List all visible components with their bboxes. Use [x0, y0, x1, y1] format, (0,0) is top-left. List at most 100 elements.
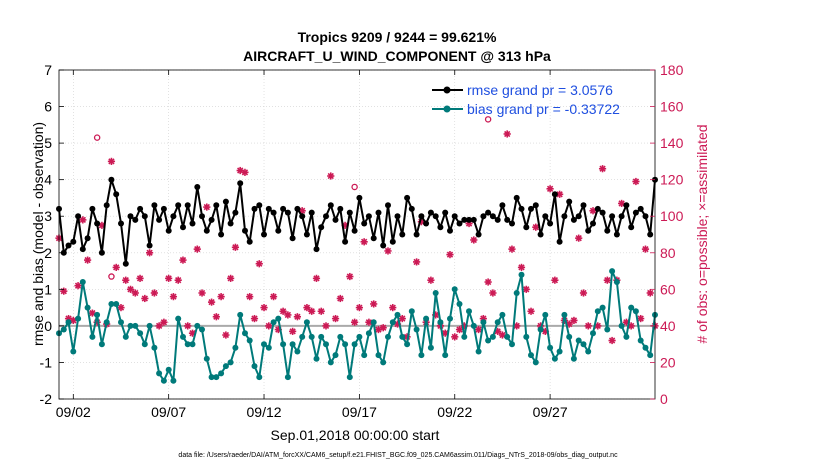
bias-point-86 — [466, 308, 472, 315]
obs-assimilated-point-59 — [336, 294, 344, 303]
bias-point-15 — [127, 322, 134, 329]
obs-assimilated-point-44 — [265, 322, 273, 330]
obs-assimilated-point-70 — [389, 304, 397, 312]
obs-assimilated-point-39-stroke-3 — [241, 169, 249, 176]
bias-point-43 — [261, 341, 267, 348]
rmse-point-44 — [265, 205, 272, 212]
rmse-point-12 — [113, 191, 120, 198]
obs-assimilated-point-113-stroke-3 — [594, 322, 601, 330]
bias-point-108 — [570, 355, 577, 362]
bias-point-119 — [623, 333, 630, 340]
obs-assimilated-point-54 — [312, 274, 321, 282]
rmse-point-64 — [361, 220, 368, 227]
obs-assimilated-point-70-stroke-3 — [389, 304, 396, 311]
obs-assimilated-point-123 — [641, 245, 650, 253]
rmse-point-61 — [346, 209, 353, 216]
bias-point-33 — [213, 374, 220, 381]
rmse-point-72 — [399, 231, 406, 238]
bias-point-22 — [160, 377, 167, 384]
rmse-point-6 — [84, 235, 91, 242]
obs-assimilated-point-58 — [331, 314, 340, 323]
bias-point-3 — [70, 348, 77, 355]
obs-assimilated-point-124 — [646, 289, 654, 297]
rmse-point-43 — [261, 231, 267, 238]
bias-point-27 — [184, 341, 191, 348]
rmse-point-30 — [199, 213, 205, 220]
bias-point-66 — [370, 319, 377, 326]
rmse-point-2 — [65, 242, 72, 249]
obs-assimilated-point-65-stroke-3 — [365, 319, 373, 326]
rmse-point-89 — [480, 213, 487, 220]
rmse-point-22 — [160, 205, 167, 212]
obs-assimilated-point-58-stroke-3 — [332, 315, 339, 322]
obs-assimilated-point-68 — [379, 324, 387, 332]
bias-point-59 — [337, 333, 344, 340]
obs-assimilated-point-98 — [522, 285, 530, 293]
x-tick-label-09/02: 09/02 — [56, 404, 91, 420]
obs-assimilated-point-17-stroke-3 — [136, 275, 144, 282]
obs-assimilated-point-75-stroke-3 — [413, 258, 420, 266]
obs-assimilated-point-66 — [370, 300, 378, 308]
rmse-point-62 — [351, 227, 358, 234]
obs-assimilated-point-31 — [203, 203, 211, 211]
x-tick-label-09/17: 09/17 — [342, 404, 377, 420]
obs-assimilated-point-98-stroke-3 — [523, 286, 530, 293]
rmse-point-60 — [342, 238, 349, 245]
bias-point-88 — [475, 348, 482, 355]
bias-point-42 — [256, 374, 263, 381]
x-tick-label-09/12: 09/12 — [247, 404, 282, 420]
rmse-point-114 — [599, 209, 606, 216]
bias-point-30 — [199, 326, 205, 333]
obs-assimilated-point-1-stroke-3 — [60, 288, 67, 295]
rmse-point-88 — [475, 231, 482, 238]
rmse-point-52 — [303, 231, 310, 238]
obs-assimilated-point-114 — [598, 165, 607, 173]
bias-point-96 — [513, 290, 520, 296]
bias-point-9 — [98, 341, 105, 348]
rmse-point-122 — [637, 205, 644, 212]
y-left-tick-label-3: 3 — [44, 208, 52, 224]
rmse-point-55 — [318, 224, 325, 231]
bias-point-63 — [356, 333, 363, 340]
y-right-tick-label-40: 40 — [660, 318, 676, 334]
x-tick-label-09/07: 09/07 — [151, 404, 186, 420]
rmse-point-17 — [137, 205, 144, 212]
rmse-point-78 — [427, 209, 434, 216]
obs-assimilated-point-95 — [508, 245, 516, 253]
rmse-point-19 — [146, 242, 153, 249]
rmse-point-28 — [189, 220, 196, 227]
rmse-point-46 — [275, 227, 282, 234]
obs-assimilated-point-16-stroke-3 — [132, 289, 139, 297]
rmse-point-45 — [270, 209, 277, 216]
obs-assimilated-point-87 — [470, 236, 478, 244]
rmse-point-3 — [70, 238, 77, 245]
obs-assimilated-point-57 — [327, 172, 335, 180]
bias-point-93 — [499, 311, 506, 318]
rmse-point-119 — [623, 202, 630, 209]
rmse-point-76 — [418, 213, 425, 220]
obs-assimilated-point-13-stroke-3 — [117, 304, 125, 311]
bias-point-80 — [437, 319, 444, 326]
chart-title-line1: Tropics 9209 / 9244 = 99.621% — [298, 29, 497, 45]
bias-point-74 — [408, 308, 415, 315]
obs-assimilated-point-20 — [150, 289, 158, 297]
rmse-point-11 — [108, 176, 115, 183]
rmse-point-82 — [447, 227, 453, 234]
obs-assimilated-point-23 — [165, 274, 173, 282]
rmse-point-79 — [432, 213, 439, 220]
obs-assimilated-point-4 — [74, 282, 82, 290]
bias-point-52 — [303, 319, 310, 326]
rmse-point-32 — [208, 216, 215, 223]
bias-point-98 — [523, 333, 530, 340]
obs-assimilated-point-123-stroke-3 — [642, 245, 649, 253]
obs-assimilated-point-4-stroke-3 — [74, 282, 82, 289]
obs-assimilated-point-44-stroke-3 — [265, 322, 272, 330]
bias-point-55 — [318, 333, 325, 340]
obs-assimilated-point-69 — [384, 247, 392, 255]
bias-point-75 — [413, 326, 420, 333]
bias-point-54 — [313, 355, 320, 362]
legend-bias-marker — [443, 105, 451, 113]
obs-assimilated-point-18-stroke-3 — [141, 295, 148, 302]
bias-point-8 — [94, 311, 101, 318]
bias-point-34 — [218, 370, 225, 377]
